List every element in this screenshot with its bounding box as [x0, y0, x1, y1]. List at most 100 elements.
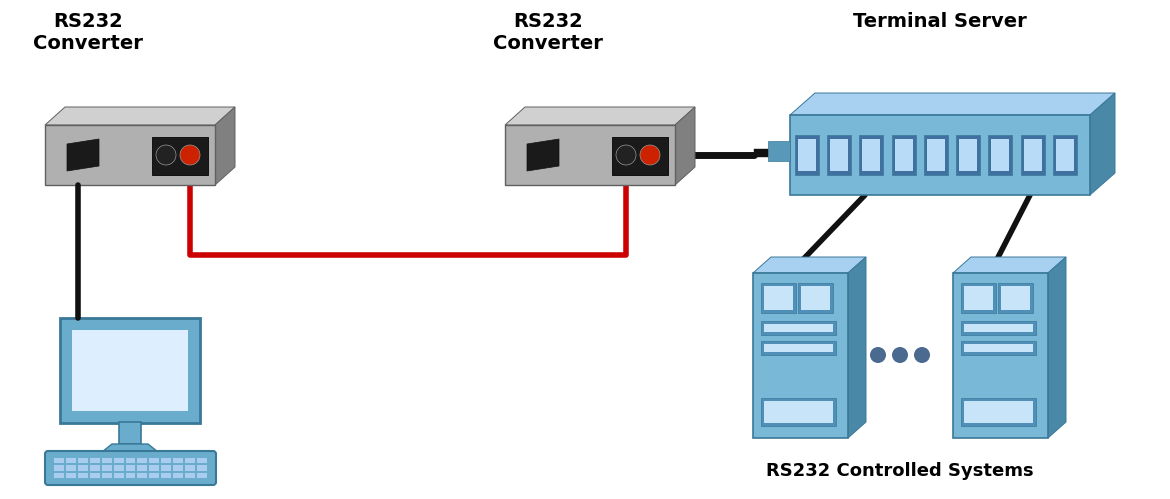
Bar	[102, 466, 111, 471]
Bar	[798, 283, 833, 313]
Bar	[90, 473, 99, 478]
Bar	[760, 398, 837, 426]
Bar	[66, 473, 76, 478]
Text: RS232
Converter: RS232 Converter	[493, 12, 603, 53]
Bar	[961, 321, 1035, 335]
Bar	[1024, 139, 1041, 171]
Bar	[54, 458, 64, 464]
Bar	[1002, 286, 1030, 310]
Polygon shape	[67, 139, 99, 171]
Bar	[102, 458, 111, 464]
Bar	[137, 466, 147, 471]
Polygon shape	[954, 257, 1066, 273]
Bar	[90, 466, 99, 471]
Bar	[137, 473, 147, 478]
Bar	[60, 318, 200, 423]
Bar	[860, 135, 883, 175]
Bar	[152, 137, 208, 175]
Bar	[197, 473, 207, 478]
Bar	[173, 458, 184, 464]
Bar	[964, 286, 993, 310]
Bar	[113, 466, 124, 471]
Bar	[173, 466, 184, 471]
Bar	[961, 341, 1035, 355]
Bar	[78, 473, 88, 478]
Bar	[801, 286, 830, 310]
Bar	[1053, 135, 1076, 175]
Circle shape	[914, 347, 930, 363]
Polygon shape	[44, 107, 235, 125]
Circle shape	[180, 145, 200, 165]
Bar	[764, 286, 793, 310]
FancyBboxPatch shape	[44, 451, 216, 485]
Circle shape	[870, 347, 886, 363]
Bar	[78, 466, 88, 471]
Bar	[764, 324, 833, 332]
Bar	[173, 473, 184, 478]
Bar	[197, 458, 207, 464]
Bar	[764, 344, 833, 352]
Bar	[54, 466, 64, 471]
Polygon shape	[675, 107, 695, 185]
Polygon shape	[215, 107, 235, 185]
Polygon shape	[102, 444, 158, 452]
Bar	[959, 139, 977, 171]
Bar	[961, 283, 996, 313]
Bar	[73, 330, 188, 411]
Bar	[44, 125, 215, 185]
Bar	[798, 139, 815, 171]
Bar	[961, 398, 1035, 426]
Bar	[150, 458, 159, 464]
Bar	[161, 473, 171, 478]
Polygon shape	[505, 107, 695, 125]
Bar	[927, 139, 945, 171]
Bar	[827, 135, 852, 175]
Bar	[998, 283, 1033, 313]
Bar	[956, 135, 980, 175]
Bar	[764, 401, 833, 423]
Bar	[119, 422, 142, 444]
Bar	[185, 466, 195, 471]
Circle shape	[892, 347, 908, 363]
Bar	[150, 473, 159, 478]
Bar	[66, 466, 76, 471]
Bar	[161, 458, 171, 464]
Bar	[892, 135, 916, 175]
Bar	[197, 466, 207, 471]
Bar	[1020, 135, 1045, 175]
Bar	[964, 324, 1033, 332]
Bar	[895, 139, 913, 171]
Bar	[125, 473, 136, 478]
Bar	[753, 149, 768, 157]
Bar	[185, 473, 195, 478]
Bar	[989, 135, 1012, 175]
Bar	[964, 344, 1033, 352]
Bar	[66, 458, 76, 464]
Bar	[113, 458, 124, 464]
Circle shape	[156, 145, 176, 165]
Bar	[78, 458, 88, 464]
Bar	[137, 458, 147, 464]
Bar	[991, 139, 1010, 171]
Bar	[113, 473, 124, 478]
Bar	[862, 139, 881, 171]
Text: RS232 Controlled Systems: RS232 Controlled Systems	[766, 462, 1034, 480]
Bar	[954, 273, 1048, 438]
Polygon shape	[1048, 257, 1066, 438]
Bar	[760, 321, 837, 335]
Bar	[90, 458, 99, 464]
Bar	[185, 458, 195, 464]
Bar	[125, 466, 136, 471]
Bar	[753, 273, 848, 438]
Circle shape	[640, 145, 660, 165]
Bar	[150, 466, 159, 471]
Bar	[831, 139, 848, 171]
Bar	[760, 283, 796, 313]
Bar	[794, 135, 819, 175]
Polygon shape	[790, 93, 1115, 115]
Polygon shape	[848, 257, 866, 438]
Bar	[1055, 139, 1074, 171]
Bar	[125, 458, 136, 464]
Bar	[760, 341, 837, 355]
Text: Terminal Server: Terminal Server	[853, 12, 1027, 31]
